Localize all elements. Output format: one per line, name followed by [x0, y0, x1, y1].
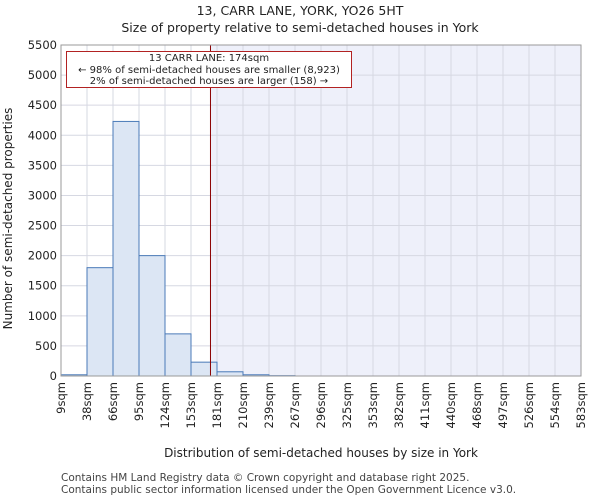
y-tick-label: 4000 — [28, 128, 57, 142]
bar — [164, 333, 192, 377]
y-tick-label: 2500 — [28, 219, 57, 233]
y-axis-label: Number of semi-detached properties — [1, 108, 15, 330]
x-tick-label: 325sqm — [340, 382, 354, 428]
bar — [138, 255, 166, 377]
annotation-line-3: 2% of semi-detached houses are larger (1… — [89, 76, 329, 87]
y-tick-label: 2000 — [28, 249, 57, 263]
x-tick-label: 554sqm — [548, 382, 562, 428]
bar — [112, 120, 140, 377]
annotation-line-2: ← 98% of semi-detached houses are smalle… — [78, 64, 340, 76]
y-tick-label: 5500 — [28, 38, 57, 52]
x-tick-label: 411sqm — [418, 382, 432, 428]
x-tick-label: 440sqm — [444, 382, 458, 428]
bar — [190, 361, 218, 377]
x-tick-label: 124sqm — [158, 382, 172, 428]
y-tick-label: 3000 — [28, 188, 57, 202]
x-tick-label: 38sqm — [80, 382, 94, 421]
footer-copyright: Contains HM Land Registry data © Crown c… — [61, 472, 470, 484]
x-axis-label: Distribution of semi-detached houses by … — [164, 446, 478, 460]
y-tick-label: 5000 — [28, 68, 57, 82]
x-tick-label: 153sqm — [184, 382, 198, 428]
x-tick-label: 296sqm — [314, 382, 328, 428]
y-tick-label: 3500 — [28, 158, 57, 172]
x-tick-label: 9sqm — [54, 382, 68, 414]
x-tick-label: 239sqm — [262, 382, 276, 428]
x-tick-label: 95sqm — [132, 382, 146, 421]
x-tick-label: 468sqm — [470, 382, 484, 428]
chart-subtitle: Size of property relative to semi-detach… — [121, 20, 479, 35]
x-tick-label: 526sqm — [522, 382, 536, 428]
x-tick-label: 267sqm — [288, 382, 302, 428]
x-tick-label: 497sqm — [496, 382, 510, 428]
y-tick-label: 0 — [50, 369, 57, 383]
x-tick-label: 66sqm — [106, 382, 120, 421]
bar — [216, 371, 244, 377]
x-tick-label: 210sqm — [236, 382, 250, 428]
y-tick-label: 500 — [35, 339, 57, 353]
x-tick-label: 181sqm — [210, 382, 224, 428]
y-tick-label: 1000 — [28, 309, 57, 323]
y-tick-label: 4500 — [28, 98, 57, 112]
annotation-line-1: 13 CARR LANE: 174sqm — [148, 53, 270, 64]
y-tick-label: 1500 — [28, 279, 57, 293]
plot-frame — [60, 44, 582, 377]
larger-region-shade — [210, 45, 581, 376]
footer-licence: Contains public sector information licen… — [61, 484, 517, 496]
x-tick-label: 353sqm — [366, 382, 380, 428]
property-annotation-box: 13 CARR LANE: 174sqm ← 98% of semi-detac… — [66, 51, 352, 88]
chart-title: 13, CARR LANE, YORK, YO26 5HT — [196, 3, 404, 18]
x-tick-label: 382sqm — [392, 382, 406, 428]
x-tick-label: 583sqm — [574, 382, 588, 428]
bar — [86, 267, 114, 377]
